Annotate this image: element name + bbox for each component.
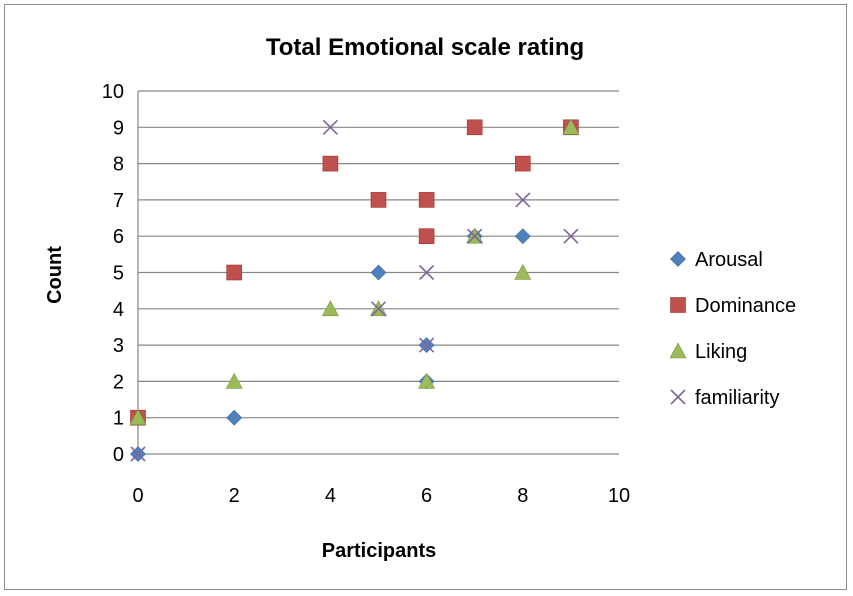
y-tick-label: 3: [113, 335, 124, 357]
familiarity-point: [322, 119, 338, 135]
familiarity-legend-marker: [670, 389, 686, 405]
familiarity-point: [515, 192, 531, 208]
liking-legend-marker: [669, 342, 687, 359]
arousal-point: [370, 264, 387, 281]
liking-point: [129, 409, 147, 426]
y-tick-label: 7: [113, 190, 124, 212]
x-tick-label: 2: [229, 485, 240, 507]
chart-title: Total Emotional scale rating: [266, 34, 584, 61]
y-tick-label: 6: [113, 226, 124, 248]
familiarity-point: [467, 228, 483, 244]
liking-point: [562, 118, 580, 135]
familiarity-point: [563, 228, 579, 244]
y-tick-label: 5: [113, 263, 124, 285]
liking-point: [225, 372, 243, 389]
y-tick-label: 1: [113, 408, 124, 430]
legend: Arousal Dominance Liking familiarity: [669, 249, 796, 409]
familiarity-point: [419, 264, 435, 281]
arousal-legend-marker: [670, 251, 686, 267]
dominance-point: [322, 155, 339, 172]
x-axis-title: Participants: [322, 540, 436, 562]
dominance-point: [466, 119, 483, 136]
y-axis-title: Count: [44, 246, 66, 304]
data-points: [129, 118, 580, 462]
x-tick-label: 10: [608, 485, 630, 507]
dominance-point: [418, 228, 435, 244]
dominance-legend-marker: [670, 297, 686, 313]
arousal-legend-label: Arousal: [695, 249, 763, 271]
familiarity-point: [419, 337, 435, 353]
liking-point: [321, 300, 339, 317]
x-tick-label: 8: [517, 485, 528, 507]
dominance-point: [418, 192, 435, 208]
liking-point: [418, 372, 436, 389]
x-tick-label: 0: [132, 485, 143, 507]
gridlines: [138, 90, 619, 419]
scatter-chart: Total Emotional scale rating 0 1 2 3 4 5 6 7 8 9 1…: [44, 34, 796, 562]
y-tick-label: 0: [113, 444, 124, 466]
familiarity-point: [130, 446, 146, 462]
familiarity-legend-label: familiarity: [695, 387, 779, 409]
tick-labels: 0 1 2 3 4 5 6 7 8 9 10 0 2 4 6 8 10: [102, 81, 630, 507]
dominance-point: [226, 264, 242, 281]
axes: [137, 91, 619, 455]
dominance-legend-label: Dominance: [695, 295, 796, 317]
arousal-point: [514, 228, 531, 245]
dominance-point: [370, 192, 387, 208]
liking-legend-label: Liking: [695, 341, 747, 363]
x-tick-label: 4: [325, 485, 336, 507]
chart-frame: Total Emotional scale rating 0 1 2 3 4 5 6 7 8 9 1…: [4, 4, 847, 590]
x-tick-label: 6: [421, 485, 432, 507]
y-tick-label: 8: [113, 154, 124, 176]
familiarity-point: [370, 301, 387, 317]
dominance-point: [514, 155, 531, 172]
liking-point: [514, 263, 532, 280]
y-tick-label: 4: [113, 299, 124, 321]
y-tick-label: 10: [102, 81, 124, 103]
arousal-point: [226, 409, 243, 426]
y-tick-label: 2: [113, 371, 124, 393]
y-tick-label: 9: [113, 117, 124, 139]
